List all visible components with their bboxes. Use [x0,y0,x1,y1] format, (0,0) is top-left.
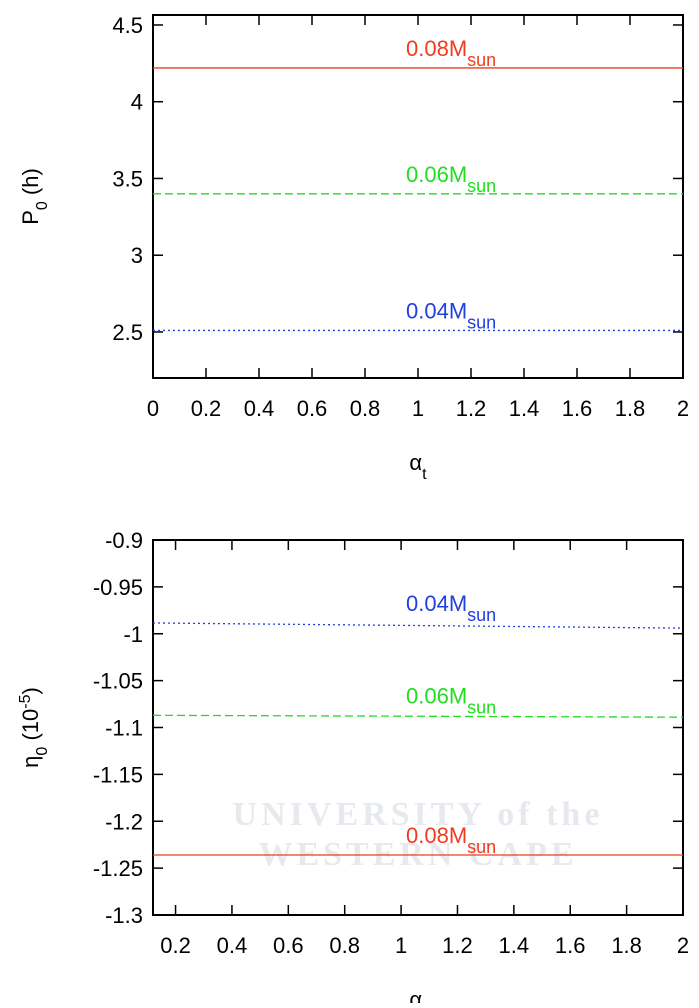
y-axis-label-part: ) [18,687,43,694]
y-tick-label: 4.5 [112,13,143,38]
y-tick-label: -1.1 [105,716,143,741]
y-tick-label: -1.15 [93,762,143,787]
y-axis-label-part: 0 [34,201,51,210]
y-tick-label: 3 [131,243,143,268]
series-label-name: 0.06M [406,162,467,187]
y-tick-label: -0.95 [93,575,143,600]
series-label-subscript: sun [467,50,496,70]
y-tick-label: -1.05 [93,669,143,694]
x-axis-label-part: t [422,466,427,483]
x-tick-label: 1.6 [555,933,586,958]
y-tick-label: -1.3 [105,903,143,928]
series-label: 0.06Msun [406,683,496,717]
y-tick-label: 3.5 [112,166,143,191]
y-tick-label: 4 [131,90,143,115]
y-axis-label-part: (h) [18,168,43,201]
x-axis-label: αt [409,987,427,1003]
series-label-subscript: sun [467,837,496,857]
series-line [152,622,684,629]
x-tick-label: 1.6 [562,396,593,421]
y-axis-label-part: P [18,210,43,225]
x-tick-label: 0.2 [191,396,222,421]
y-tick-label: -0.9 [105,528,143,553]
y-tick-label: -1.2 [105,809,143,834]
x-tick-label: 2 [677,396,689,421]
series-label-subscript: sun [467,605,496,625]
series-line [152,714,684,718]
y-axis-label-part: 0 [34,747,51,756]
series-label-subscript: sun [467,312,496,332]
x-tick-label: 1.4 [509,396,540,421]
x-tick-label: 1.2 [442,933,473,958]
series-label-name: 0.04M [406,298,467,323]
x-axis-label-part: α [409,987,422,1003]
series-label-name: 0.08M [406,36,467,61]
x-tick-label: 0.6 [273,933,304,958]
x-tick-label: 0 [147,396,159,421]
plot-frame [152,14,684,379]
x-tick-label: 0.8 [329,933,360,958]
x-tick-label: 0.8 [350,396,381,421]
x-tick-label: 1 [412,396,424,421]
x-tick-label: 1.4 [499,933,530,958]
y-axis-label-part: -5 [17,694,34,708]
y-tick-label: -1 [123,622,143,647]
series-label: 0.08Msun [406,823,496,857]
series-label: 0.08Msun [406,36,496,70]
x-tick-label: 1.8 [611,933,642,958]
x-tick-label: 1.8 [615,396,646,421]
series-label-name: 0.04M [406,591,467,616]
series-label: 0.04Msun [406,298,496,332]
series-label: 0.06Msun [406,162,496,196]
y-tick-label: 2.5 [112,320,143,345]
x-axis-label: αt [409,450,427,483]
series-label-subscript: sun [467,697,496,717]
x-tick-label: 0.4 [244,396,275,421]
series-label-subscript: sun [467,176,496,196]
y-tick-label: -1.25 [93,856,143,881]
x-tick-label: 1 [395,933,407,958]
series-label-name: 0.06M [406,683,467,708]
x-tick-label: 0.4 [217,933,248,958]
watermark: UNIVERSITY of the [233,796,604,833]
y-axis-label: P0 (h) [18,168,51,225]
series-label: 0.04Msun [406,591,496,625]
x-tick-label: 1.2 [456,396,487,421]
x-axis-label-part: α [409,450,422,475]
series-label-name: 0.08M [406,823,467,848]
y-axis-label: η0 (10-5) [17,687,51,768]
x-tick-label: 0.6 [297,396,328,421]
y-axis-label-part: (10 [18,709,43,747]
x-tick-label: 0.2 [160,933,191,958]
y-axis-label-part: η [18,756,43,768]
x-tick-label: 2 [677,933,689,958]
